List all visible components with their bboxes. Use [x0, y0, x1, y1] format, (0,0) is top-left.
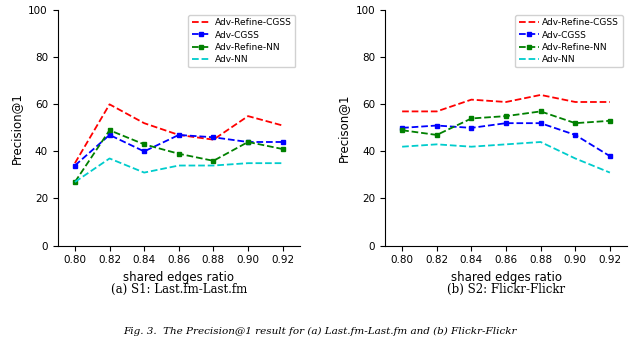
Adv-NN	[279, 161, 287, 165]
Adv-NN	[398, 145, 406, 149]
Adv-Refine-CGSS	[140, 121, 148, 125]
Adv-NN	[572, 157, 579, 161]
Adv-NN	[175, 163, 182, 167]
Adv-CGSS	[537, 121, 545, 125]
Text: (a) S1: Last.fm-Last.fm: (a) S1: Last.fm-Last.fm	[111, 283, 247, 296]
Adv-CGSS	[502, 121, 510, 125]
Line: Adv-CGSS: Adv-CGSS	[72, 133, 285, 168]
Adv-CGSS	[244, 140, 252, 144]
Adv-CGSS	[433, 123, 440, 128]
Text: (b) S2: Flickr-Flickr: (b) S2: Flickr-Flickr	[447, 283, 565, 296]
Adv-Refine-CGSS	[572, 100, 579, 104]
Adv-NN	[106, 157, 113, 161]
Line: Adv-Refine-NN: Adv-Refine-NN	[400, 109, 612, 137]
Adv-CGSS	[71, 163, 79, 167]
Adv-CGSS	[106, 133, 113, 137]
Adv-Refine-CGSS	[209, 137, 217, 142]
Adv-Refine-NN	[244, 140, 252, 144]
Adv-NN	[209, 163, 217, 167]
Adv-NN	[537, 140, 545, 144]
Adv-Refine-CGSS	[279, 123, 287, 128]
Adv-NN	[244, 161, 252, 165]
Adv-Refine-NN	[279, 147, 287, 151]
Legend: Adv-Refine-CGSS, Adv-CGSS, Adv-Refine-NN, Adv-NN: Adv-Refine-CGSS, Adv-CGSS, Adv-Refine-NN…	[188, 15, 296, 68]
Adv-Refine-CGSS	[175, 133, 182, 137]
Adv-Refine-NN	[433, 133, 440, 137]
Line: Adv-NN: Adv-NN	[75, 159, 283, 182]
Adv-CGSS	[606, 154, 614, 158]
Adv-Refine-NN	[502, 114, 510, 118]
Adv-Refine-CGSS	[468, 98, 476, 102]
Line: Adv-Refine-CGSS: Adv-Refine-CGSS	[402, 95, 610, 112]
Adv-Refine-NN	[606, 119, 614, 123]
Adv-CGSS	[140, 149, 148, 153]
Adv-Refine-CGSS	[244, 114, 252, 118]
Adv-Refine-NN	[572, 121, 579, 125]
Adv-CGSS	[398, 126, 406, 130]
Adv-CGSS	[279, 140, 287, 144]
Adv-NN	[606, 170, 614, 175]
Adv-NN	[502, 142, 510, 146]
Legend: Adv-Refine-CGSS, Adv-CGSS, Adv-Refine-NN, Adv-NN: Adv-Refine-CGSS, Adv-CGSS, Adv-Refine-NN…	[515, 15, 623, 68]
X-axis label: shared edges ratio: shared edges ratio	[451, 271, 561, 284]
Adv-CGSS	[175, 133, 182, 137]
Adv-Refine-NN	[140, 142, 148, 146]
Adv-NN	[468, 145, 476, 149]
Adv-CGSS	[468, 126, 476, 130]
Adv-Refine-CGSS	[537, 93, 545, 97]
Y-axis label: Precision@1: Precision@1	[10, 92, 22, 164]
Adv-NN	[140, 170, 148, 175]
X-axis label: shared edges ratio: shared edges ratio	[124, 271, 234, 284]
Adv-CGSS	[572, 133, 579, 137]
Adv-Refine-CGSS	[433, 109, 440, 114]
Adv-CGSS	[209, 135, 217, 139]
Line: Adv-Refine-NN: Adv-Refine-NN	[72, 128, 285, 184]
Adv-Refine-NN	[175, 152, 182, 156]
Adv-Refine-NN	[468, 116, 476, 120]
Adv-Refine-NN	[398, 128, 406, 132]
Adv-Refine-NN	[209, 159, 217, 163]
Adv-NN	[71, 180, 79, 184]
Adv-NN	[433, 142, 440, 146]
Adv-Refine-NN	[106, 128, 113, 132]
Y-axis label: Precison@1: Precison@1	[337, 94, 350, 162]
Adv-Refine-NN	[71, 180, 79, 184]
Adv-Refine-CGSS	[502, 100, 510, 104]
Adv-Refine-CGSS	[606, 100, 614, 104]
Adv-Refine-NN	[537, 109, 545, 114]
Line: Adv-NN: Adv-NN	[402, 142, 610, 173]
Text: Fig. 3.  The Precision@1 result for (a) Last.fm-Last.fm and (b) Flickr-Flickr: Fig. 3. The Precision@1 result for (a) L…	[124, 327, 516, 337]
Adv-Refine-CGSS	[398, 109, 406, 114]
Line: Adv-Refine-CGSS: Adv-Refine-CGSS	[75, 104, 283, 163]
Adv-Refine-CGSS	[71, 161, 79, 165]
Adv-Refine-CGSS	[106, 102, 113, 106]
Line: Adv-CGSS: Adv-CGSS	[400, 121, 612, 159]
